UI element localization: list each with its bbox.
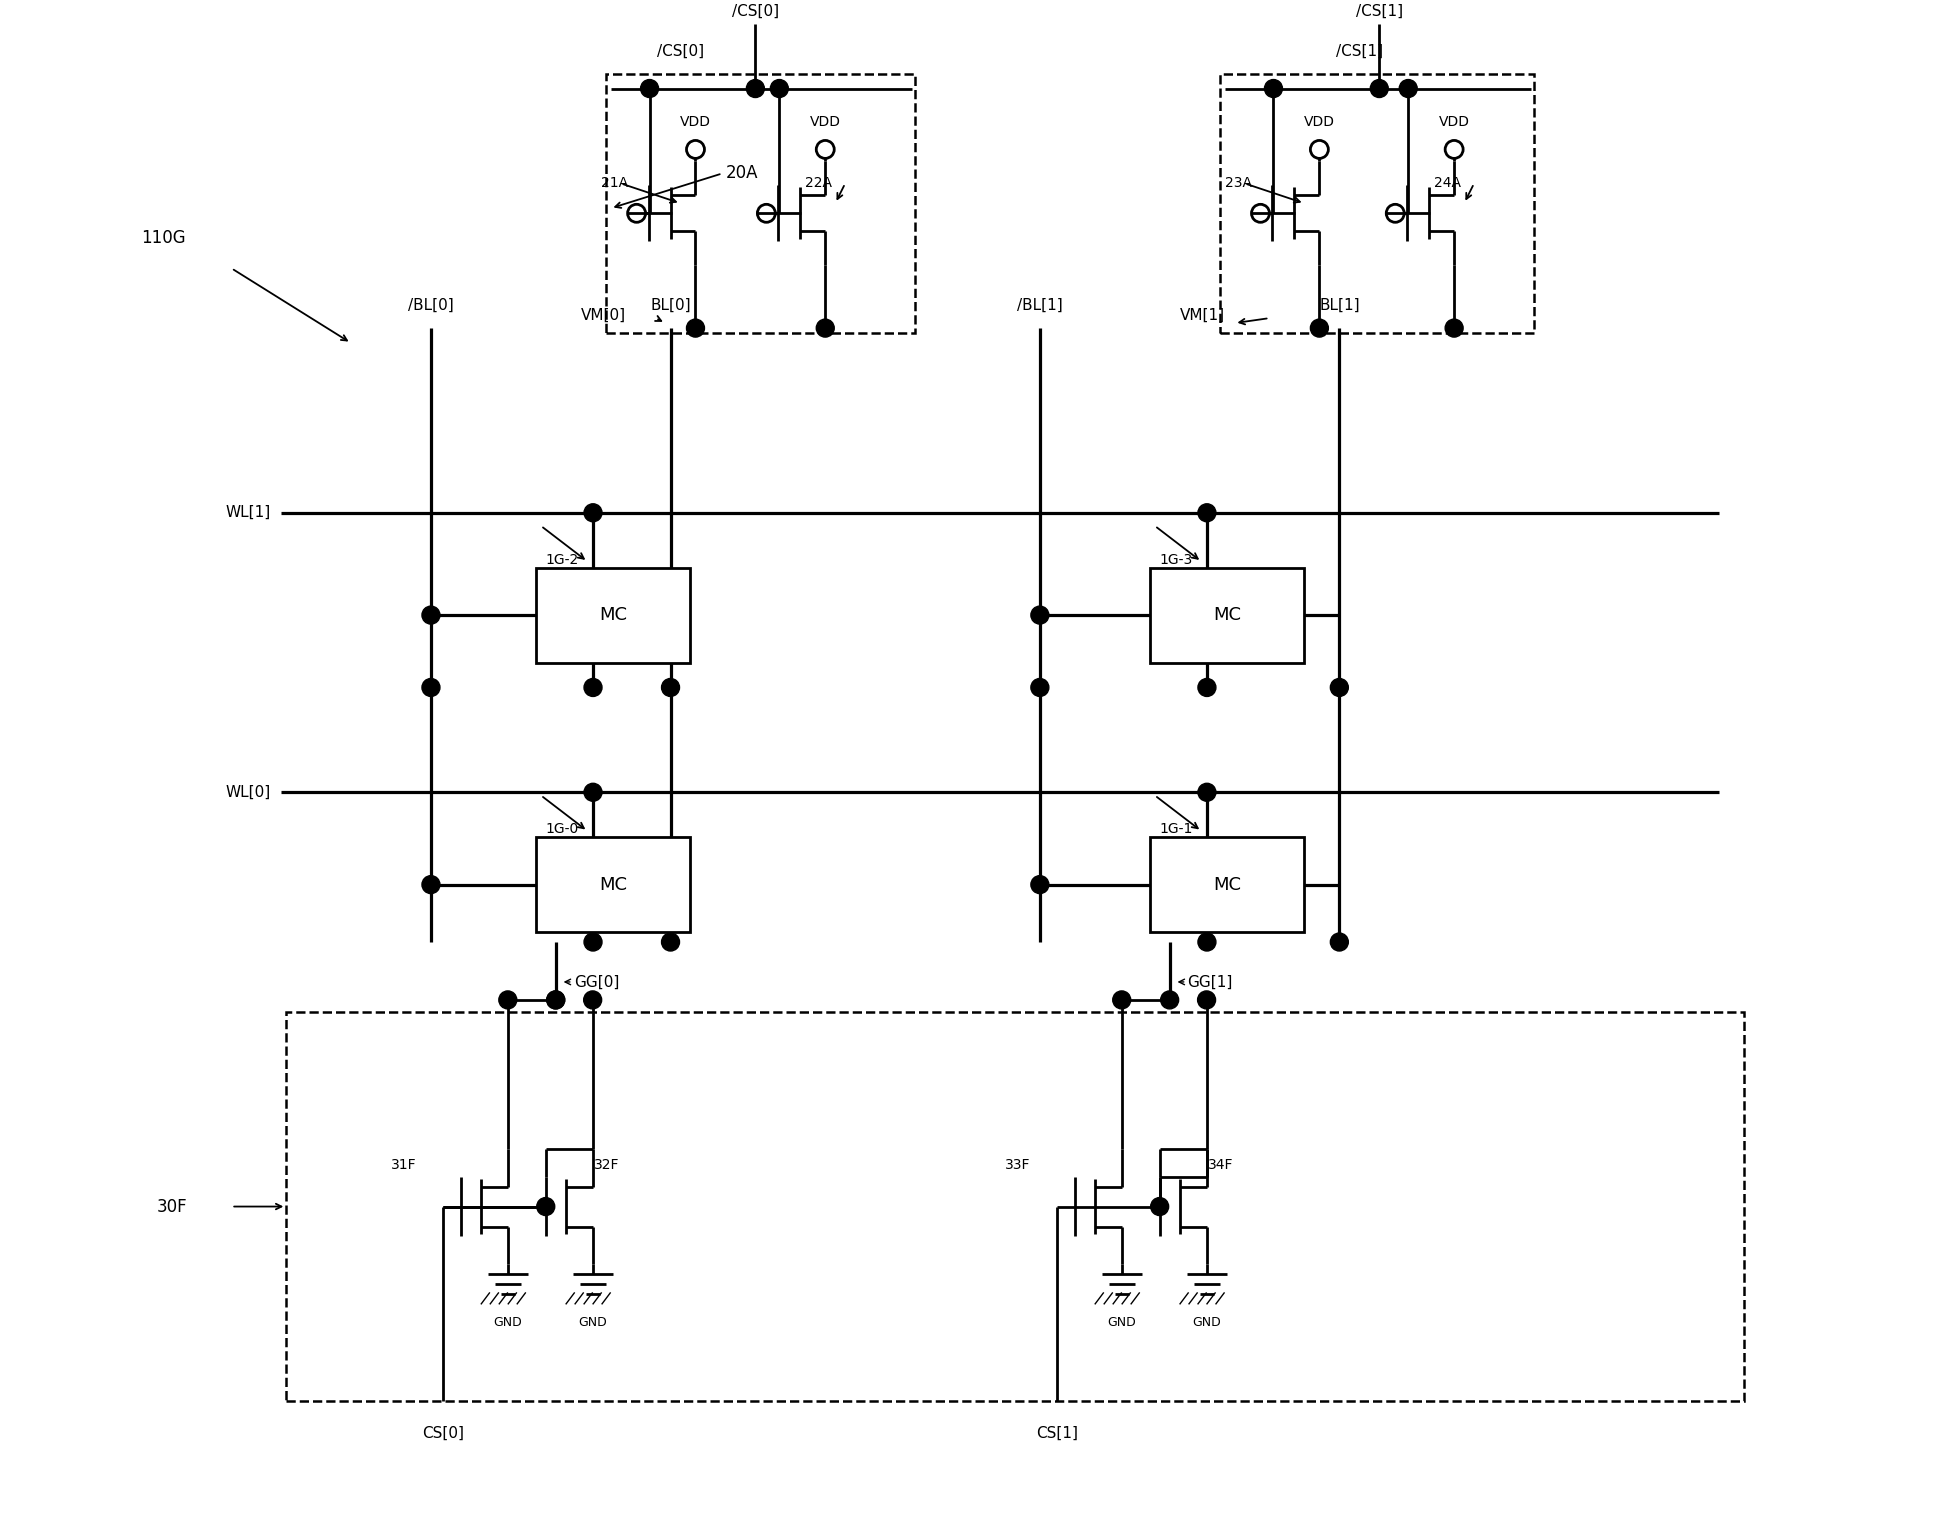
Text: /CS[0]: /CS[0] [732, 3, 778, 18]
Text: GND: GND [1107, 1316, 1136, 1330]
Circle shape [585, 932, 602, 951]
Circle shape [1150, 1198, 1169, 1216]
Text: BL[0]: BL[0] [650, 299, 691, 314]
Circle shape [1264, 79, 1282, 97]
Circle shape [536, 1198, 556, 1216]
Text: /CS[1]: /CS[1] [1355, 3, 1404, 18]
Circle shape [1330, 932, 1347, 951]
Circle shape [585, 679, 602, 696]
Circle shape [771, 79, 788, 97]
Text: GND: GND [579, 1316, 608, 1330]
Bar [287, 1011, 1744, 1401]
Text: /BL[1]: /BL[1] [1016, 299, 1063, 314]
Circle shape [687, 320, 705, 337]
Circle shape [1030, 606, 1049, 625]
Circle shape [747, 79, 765, 97]
Text: 21A: 21A [600, 176, 627, 191]
Text: 1G-0: 1G-0 [546, 822, 579, 837]
Circle shape [585, 784, 602, 802]
Text: 33F: 33F [1005, 1158, 1030, 1172]
Bar [606, 74, 916, 334]
Text: 1G-1: 1G-1 [1160, 822, 1193, 837]
Text: 22A: 22A [805, 176, 832, 191]
Text: BL[1]: BL[1] [1318, 299, 1359, 314]
Text: /CS[1]: /CS[1] [1336, 44, 1382, 59]
Text: VDD: VDD [1438, 115, 1469, 129]
Text: /CS[0]: /CS[0] [656, 44, 705, 59]
Circle shape [1330, 679, 1347, 696]
Text: MC: MC [598, 876, 627, 893]
Text: CS[0]: CS[0] [422, 1427, 465, 1442]
Text: VM[0]: VM[0] [581, 308, 625, 323]
Text: WL[1]: WL[1] [227, 505, 271, 520]
Text: 24A: 24A [1435, 176, 1462, 191]
Circle shape [662, 932, 680, 951]
Text: WL[0]: WL[0] [227, 785, 271, 800]
Circle shape [546, 991, 565, 1010]
Text: 1G-2: 1G-2 [546, 553, 579, 567]
Text: 30F: 30F [157, 1198, 188, 1216]
Text: VM[1]: VM[1] [1179, 308, 1225, 323]
Circle shape [1444, 320, 1464, 337]
Text: 32F: 32F [594, 1158, 620, 1172]
Text: GND: GND [1193, 1316, 1222, 1330]
Text: GG[0]: GG[0] [573, 975, 620, 990]
Circle shape [641, 79, 658, 97]
Text: 20A: 20A [726, 164, 757, 182]
Circle shape [1030, 876, 1049, 893]
Circle shape [583, 991, 602, 1010]
Circle shape [1371, 79, 1388, 97]
Circle shape [1162, 991, 1179, 1010]
Text: 23A: 23A [1225, 176, 1251, 191]
Text: GND: GND [494, 1316, 523, 1330]
Text: VDD: VDD [809, 115, 840, 129]
Circle shape [662, 679, 680, 696]
Text: GG[1]: GG[1] [1187, 975, 1233, 990]
Bar [536, 567, 691, 662]
Text: 31F: 31F [391, 1158, 416, 1172]
Bar [1150, 567, 1305, 662]
Text: 34F: 34F [1208, 1158, 1233, 1172]
Text: MC: MC [1214, 606, 1241, 625]
Text: 1G-3: 1G-3 [1160, 553, 1193, 567]
Circle shape [1198, 784, 1216, 802]
Circle shape [817, 320, 834, 337]
Text: CS[1]: CS[1] [1036, 1427, 1078, 1442]
Circle shape [1198, 503, 1216, 522]
Text: VDD: VDD [1303, 115, 1336, 129]
Text: VDD: VDD [680, 115, 711, 129]
Circle shape [422, 679, 439, 696]
Circle shape [1198, 991, 1216, 1010]
Text: MC: MC [598, 606, 627, 625]
Circle shape [585, 503, 602, 522]
Text: 110G: 110G [141, 229, 186, 247]
Text: /BL[0]: /BL[0] [408, 299, 453, 314]
Circle shape [1030, 679, 1049, 696]
Circle shape [1198, 932, 1216, 951]
Text: MC: MC [1214, 876, 1241, 893]
Circle shape [546, 991, 565, 1010]
Circle shape [499, 991, 517, 1010]
Circle shape [422, 606, 439, 625]
Bar [536, 837, 691, 932]
Circle shape [1198, 679, 1216, 696]
Circle shape [1113, 991, 1131, 1010]
Circle shape [422, 876, 439, 893]
Bar [1150, 837, 1305, 932]
Circle shape [1400, 79, 1417, 97]
Bar [1220, 74, 1533, 334]
Circle shape [1311, 320, 1328, 337]
